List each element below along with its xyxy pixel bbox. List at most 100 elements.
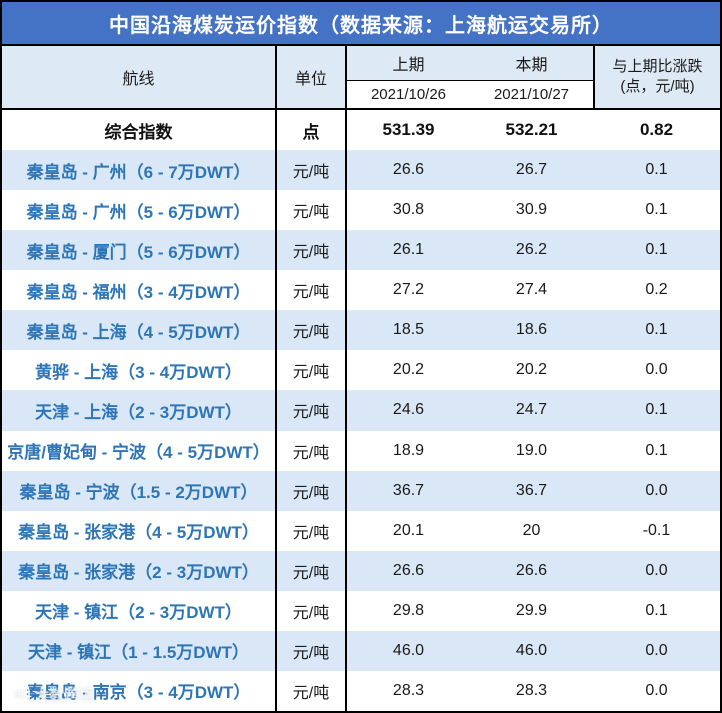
unit-cell: 元/吨 — [277, 670, 347, 711]
prev-cell: 18.9 — [392, 441, 425, 459]
change-cell: 0.0 — [645, 481, 668, 499]
route-cell: 天津 - 镇江（2 - 3万DWT） — [2, 590, 277, 631]
route-cell: 秦皇岛 - 上海（4 - 5万DWT） — [2, 310, 277, 351]
unit-cell: 元/吨 — [277, 190, 347, 231]
curr-cell: 20.2 — [515, 361, 548, 379]
table-row: 天津 - 上海（2 - 3万DWT） 元/吨 24.6 24.7 0.1 — [2, 390, 720, 431]
curr-cell: 20 — [522, 521, 541, 539]
change-cell: 0.0 — [645, 561, 668, 579]
change-cell: 0.0 — [645, 361, 668, 379]
curr-cell: 26.6 — [515, 561, 548, 579]
prev-cell: 24.6 — [392, 401, 425, 419]
header-curr-period: 本期 — [470, 46, 593, 81]
header-dates: 2021/10/26 2021/10/27 — [347, 81, 593, 108]
unit-cell: 元/吨 — [277, 550, 347, 591]
prev-cell: 18.5 — [392, 321, 425, 339]
change-cell: 0.2 — [645, 281, 668, 299]
route-cell: 秦皇岛 - 福州（3 - 4万DWT） — [2, 270, 277, 311]
prev-cell: 26.6 — [392, 561, 425, 579]
prev-cell: 20.1 — [392, 521, 425, 539]
change-cell: 0.1 — [645, 401, 668, 419]
change-cell: 0.1 — [645, 601, 668, 619]
route-cell: 秦皇岛 - 广州（5 - 6万DWT） — [2, 190, 277, 231]
curr-cell: 18.6 — [515, 321, 548, 339]
curr-cell: 27.4 — [515, 281, 548, 299]
table-header: 航线 单位 上期 本期 与上期比涨跌 (点，元/吨) 2021/10/26 20… — [2, 46, 720, 110]
change-cell: 0.0 — [645, 681, 668, 699]
table-row: 秦皇岛 - 上海（4 - 5万DWT） 元/吨 18.5 18.6 0.1 — [2, 310, 720, 351]
unit-cell: 元/吨 — [277, 590, 347, 631]
header-change: 与上期比涨跌 (点，元/吨) — [593, 46, 720, 108]
prev-cell: 46.0 — [392, 641, 425, 659]
route-cell: 综合指数 — [2, 110, 277, 151]
prev-cell: 29.8 — [392, 601, 425, 619]
unit-cell: 元/吨 — [277, 470, 347, 511]
route-cell: 黄骅 - 上海（3 - 4万DWT） — [2, 350, 277, 391]
unit-cell: 元/吨 — [277, 510, 347, 551]
unit-cell: 元/吨 — [277, 630, 347, 671]
table-row: 秦皇岛 - 厦门（5 - 6万DWT） 元/吨 26.1 26.2 0.1 — [2, 230, 720, 271]
table-row: 秦皇岛 - 宁波（1.5 - 2万DWT） 元/吨 36.7 36.7 0.0 — [2, 470, 720, 511]
curr-cell: 29.9 — [515, 601, 548, 619]
curr-cell: 24.7 — [515, 401, 548, 419]
curr-cell: 19.0 — [515, 441, 548, 459]
header-curr-date: 2021/10/27 — [493, 86, 570, 103]
route-cell: 天津 - 镇江（1 - 1.5万DWT） — [2, 630, 277, 671]
table-title: 中国沿海煤炭运价指数（数据来源：上海航运交易所） — [2, 2, 720, 46]
prev-cell: 26.1 — [392, 241, 425, 259]
prev-cell: 26.6 — [392, 161, 425, 179]
route-cell: 秦皇岛 - 张家港（4 - 5万DWT） — [2, 510, 277, 551]
curr-cell: 46.0 — [515, 641, 548, 659]
table-row: 秦皇岛 - 张家港（4 - 5万DWT） 元/吨 20.1 20 -0.1 — [2, 510, 720, 551]
table-body: 综合指数 点 531.39 532.21 0.82 秦皇岛 - 广州（6 - 7… — [2, 110, 720, 711]
prev-cell: 531.39 — [382, 120, 435, 140]
change-cell: 0.1 — [645, 441, 668, 459]
prev-cell: 30.8 — [392, 201, 425, 219]
curr-cell: 28.3 — [515, 681, 548, 699]
prev-cell: 27.2 — [392, 281, 425, 299]
curr-cell: 532.21 — [505, 120, 558, 140]
prev-cell: 36.7 — [392, 481, 425, 499]
table-row: 京唐/曹妃甸 - 宁波（4 - 5万DWT） 元/吨 18.9 19.0 0.1 — [2, 430, 720, 471]
header-change-line1: 与上期比涨跌 — [612, 57, 703, 75]
change-cell: -0.1 — [642, 521, 671, 539]
header-prev-period: 上期 — [347, 46, 470, 81]
table-row: 秦皇岛 - 张家港（2 - 3万DWT） 元/吨 26.6 26.6 0.0 — [2, 550, 720, 591]
route-cell: 秦皇岛 - 张家港（2 - 3万DWT） — [2, 550, 277, 591]
summary-row: 综合指数 点 531.39 532.21 0.82 — [2, 110, 720, 151]
curr-cell: 36.7 — [515, 481, 548, 499]
route-cell: 秦皇岛 - 宁波（1.5 - 2万DWT） — [2, 470, 277, 511]
header-unit: 单位 — [277, 46, 347, 108]
unit-cell: 元/吨 — [277, 150, 347, 191]
table-row: 天津 - 镇江（1 - 1.5万DWT） 元/吨 46.0 46.0 0.0 — [2, 630, 720, 671]
unit-cell: 元/吨 — [277, 350, 347, 391]
unit-cell: 元/吨 — [277, 310, 347, 351]
header-change-line2: (点，元/吨) — [620, 78, 695, 95]
prev-cell: 28.3 — [392, 681, 425, 699]
unit-cell: 元/吨 — [277, 390, 347, 431]
unit-cell: 元/吨 — [277, 430, 347, 471]
header-route: 航线 — [2, 46, 277, 108]
table-row: 秦皇岛 - 福州（3 - 4万DWT） 元/吨 27.2 27.4 0.2 — [2, 270, 720, 311]
change-cell: 0.0 — [645, 641, 668, 659]
table-row: 秦皇岛 - 广州（6 - 7万DWT） 元/吨 26.6 26.7 0.1 — [2, 150, 720, 191]
curr-cell: 26.7 — [515, 161, 548, 179]
route-cell: 秦皇岛 - 南京（3 - 4万DWT） — [2, 670, 277, 711]
table-row: 黄骅 - 上海（3 - 4万DWT） 元/吨 20.2 20.2 0.0 — [2, 350, 720, 391]
route-cell: 秦皇岛 - 厦门（5 - 6万DWT） — [2, 230, 277, 271]
unit-cell: 元/吨 — [277, 230, 347, 271]
route-cell: 京唐/曹妃甸 - 宁波（4 - 5万DWT） — [2, 430, 277, 471]
table-row: 秦皇岛 - 广州（5 - 6万DWT） 元/吨 30.8 30.9 0.1 — [2, 190, 720, 231]
header-prev-date: 2021/10/26 — [370, 86, 447, 103]
unit-cell: 点 — [277, 110, 347, 151]
route-cell: 秦皇岛 - 广州（6 - 7万DWT） — [2, 150, 277, 191]
prev-cell: 20.2 — [392, 361, 425, 379]
curr-cell: 26.2 — [515, 241, 548, 259]
change-cell: 0.82 — [639, 120, 674, 140]
change-cell: 0.1 — [645, 241, 668, 259]
table-row: 秦皇岛 - 南京（3 - 4万DWT） 元/吨 28.3 28.3 0.0 — [2, 670, 720, 711]
route-cell: 天津 - 上海（2 - 3万DWT） — [2, 390, 277, 431]
unit-cell: 元/吨 — [277, 270, 347, 311]
change-cell: 0.1 — [645, 321, 668, 339]
